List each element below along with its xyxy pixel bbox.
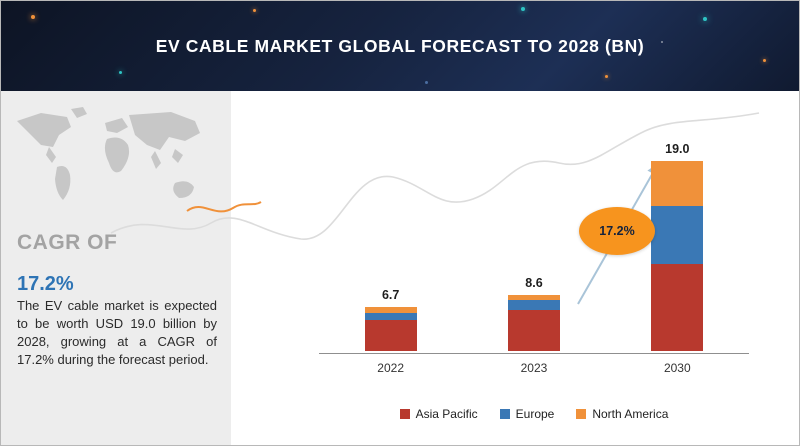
bar-2030: 19.0 2030	[651, 142, 704, 375]
bar-total-label: 6.7	[381, 288, 400, 302]
cagr-callout-bubble: 17.2%	[579, 207, 655, 255]
legend-swatch	[576, 409, 587, 419]
world-map	[9, 105, 223, 225]
segment-north-america	[507, 295, 560, 300]
segment-asia-pacific	[507, 310, 560, 351]
x-tick-label: 2022	[377, 361, 404, 375]
x-axis-line	[319, 353, 749, 354]
page-title: EV CABLE MARKET GLOBAL FORECAST TO 2028 …	[155, 35, 645, 56]
left-panel: CAGR OF 17.2% The EV cable market is exp…	[1, 91, 231, 445]
bar-total-label: 19.0	[665, 142, 690, 156]
circuit-dot	[521, 7, 525, 11]
description-text: The EV cable market is expected to be wo…	[17, 298, 217, 367]
segment-europe	[364, 313, 417, 320]
legend-item-asia-pacific: Asia Pacific	[399, 407, 478, 421]
header-band	[1, 1, 799, 91]
circuit-dot	[31, 15, 35, 19]
cagr-value: 17.2%	[17, 273, 74, 295]
circuit-dot	[763, 59, 766, 62]
bars: 6.7 2022 8.6 2023 19.0 2030	[319, 142, 749, 375]
circuit-dot	[605, 75, 608, 78]
legend-label: Europe	[515, 407, 555, 421]
circuit-dot	[703, 17, 707, 21]
circuit-dot	[425, 81, 428, 84]
legend-label: Asia Pacific	[415, 407, 478, 421]
legend-item-north-america: North America	[576, 407, 668, 421]
segment-north-america	[364, 307, 417, 313]
circuit-dot	[253, 9, 256, 12]
legend-swatch	[499, 409, 510, 419]
legend: Asia Pacific Europe North America	[319, 407, 749, 421]
x-tick-label: 2030	[663, 361, 691, 375]
legend-swatch	[399, 409, 410, 419]
segment-asia-pacific	[364, 320, 417, 351]
legend-label: North America	[592, 407, 669, 421]
circuit-dot	[119, 71, 122, 74]
circuit-dot	[661, 41, 663, 43]
bar-2022: 6.7 2022	[364, 288, 417, 375]
bar-2023: 8.6 2023	[507, 276, 560, 375]
bar-total-label: 8.6	[525, 276, 543, 290]
segment-asia-pacific	[651, 264, 704, 351]
segment-europe	[651, 206, 704, 264]
x-tick-label: 2023	[520, 361, 548, 375]
segment-europe	[507, 300, 560, 310]
cagr-label: CAGR OF	[17, 231, 118, 254]
legend-item-europe: Europe	[499, 407, 555, 421]
segment-north-america	[651, 161, 704, 206]
